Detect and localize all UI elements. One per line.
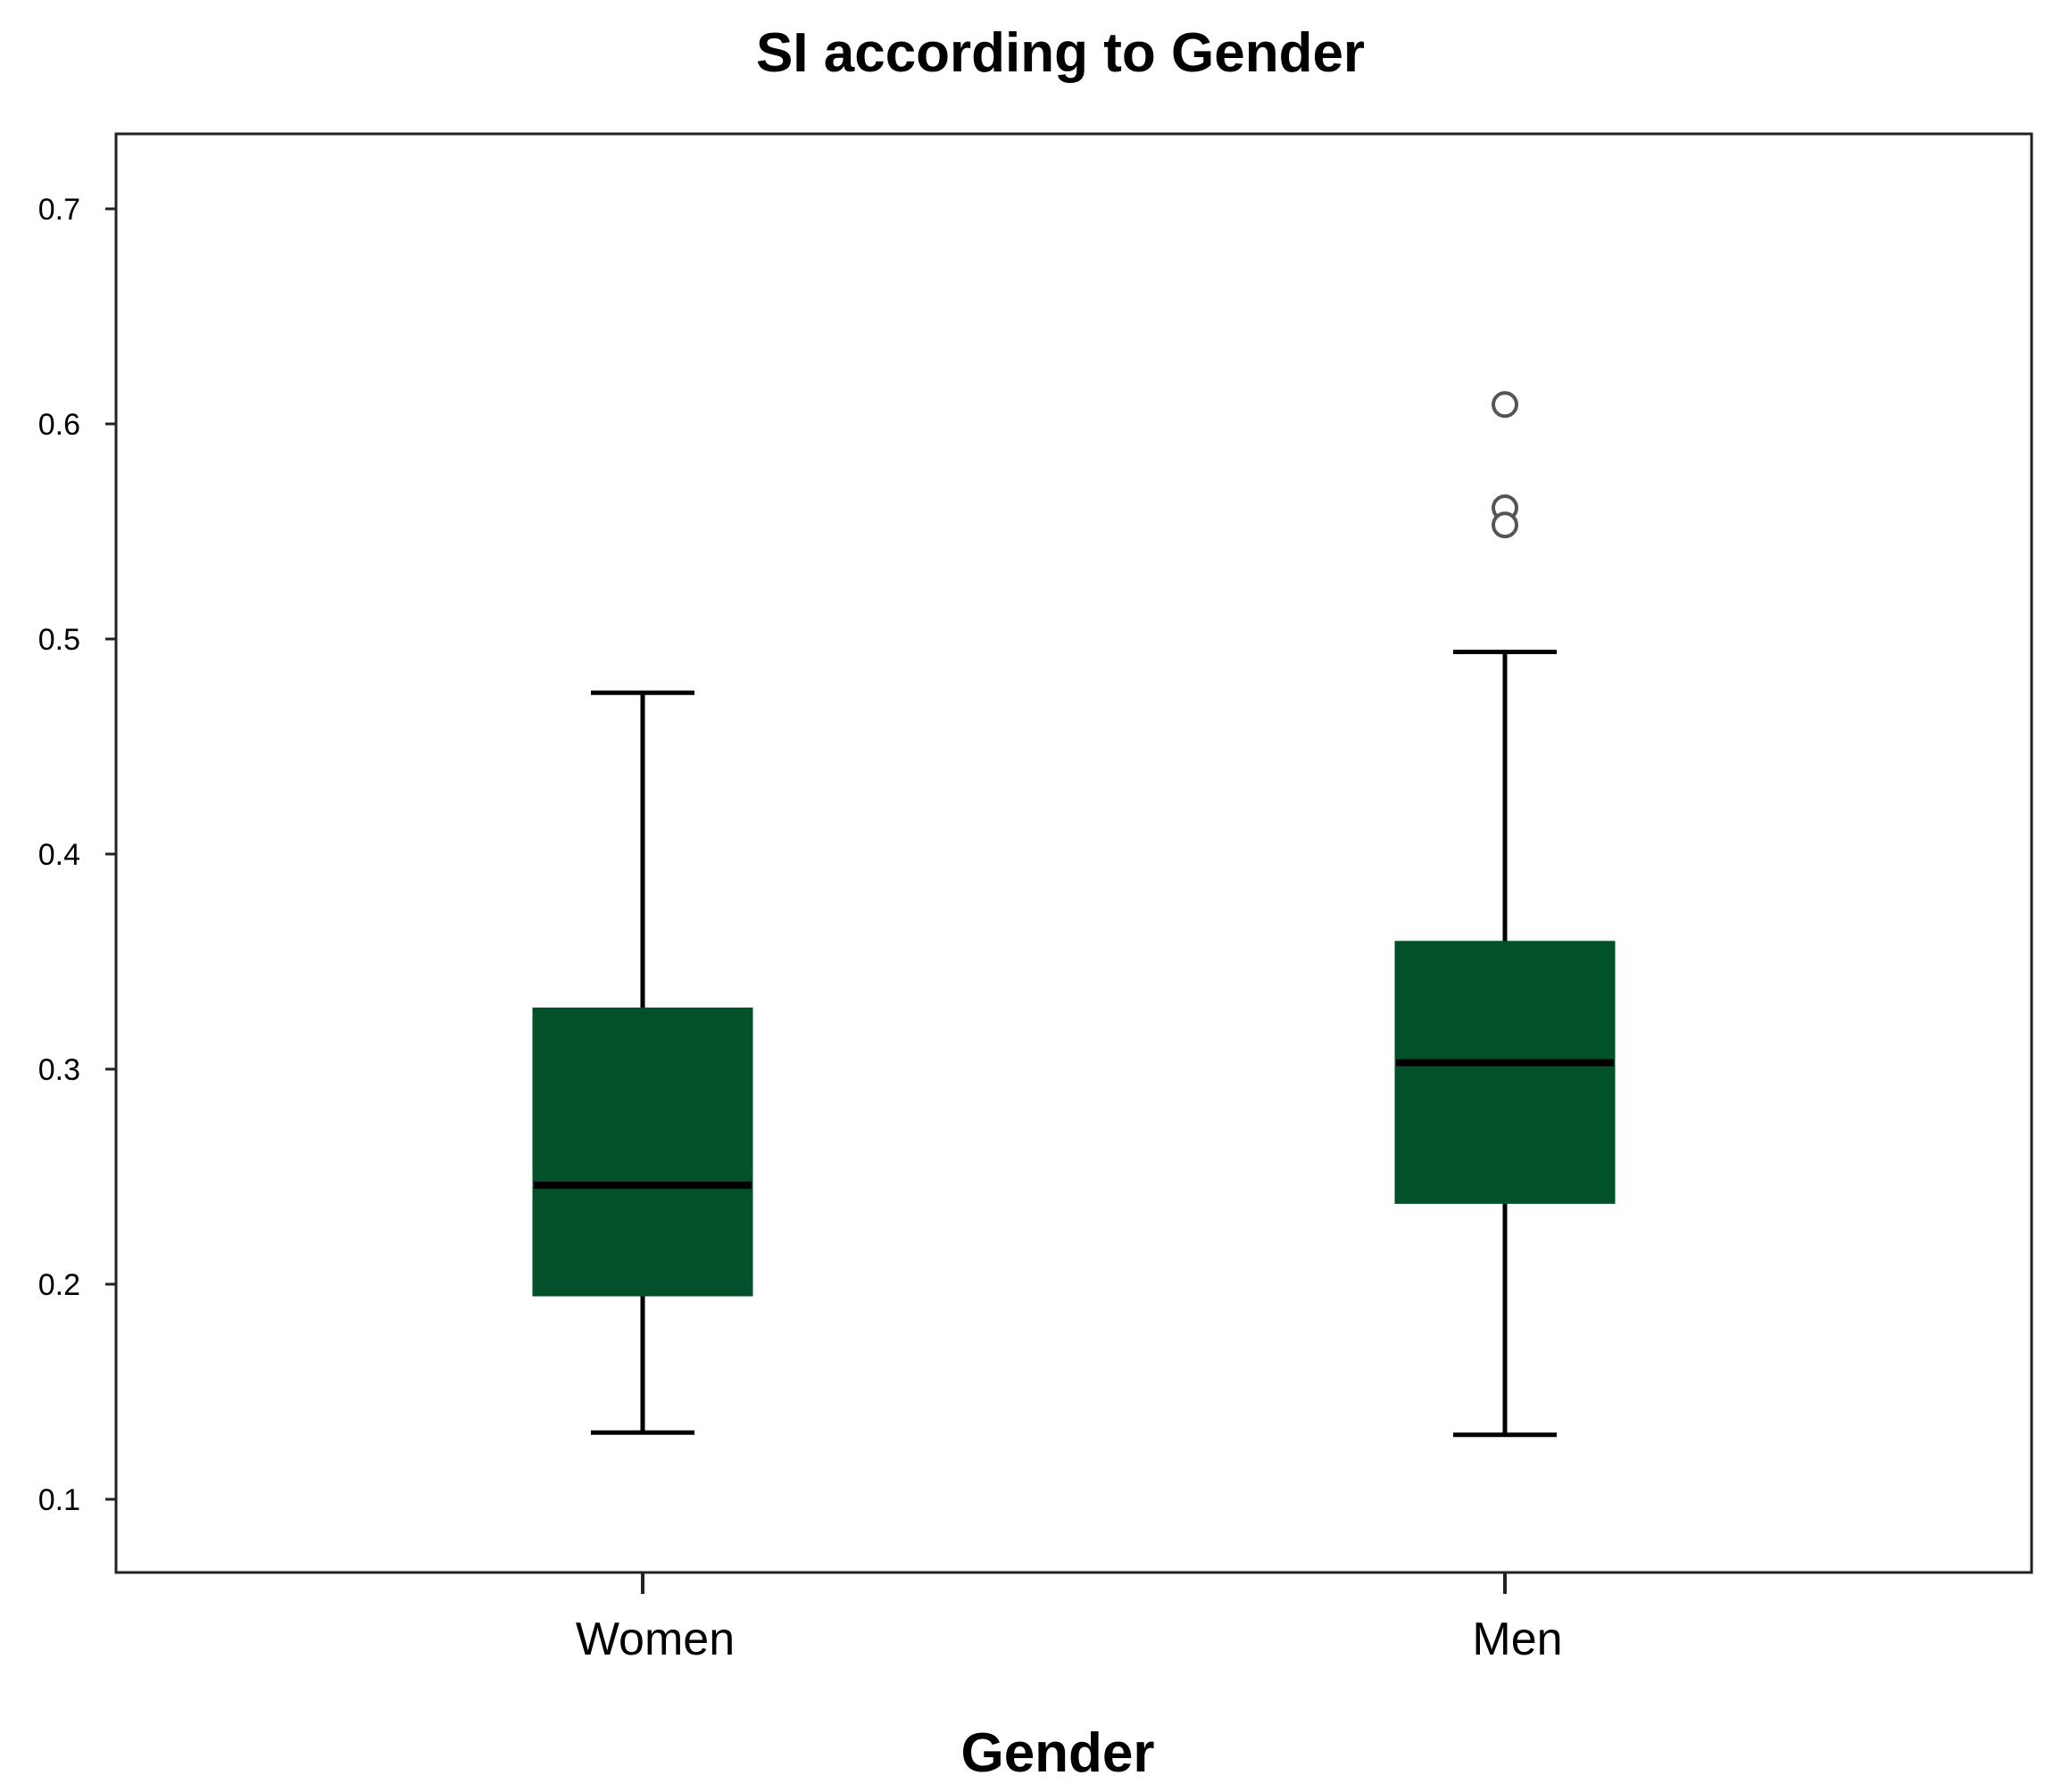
y-axis: 0.1 0.2 0.3 0.4 0.5 0.6 0.7	[38, 193, 116, 1517]
outlier-point	[1492, 511, 1518, 539]
x-category-label: Men	[1472, 1614, 1562, 1665]
y-tick-label: 0.5	[38, 623, 80, 657]
y-tick-label: 0.7	[38, 193, 80, 227]
x-axis: Women Men	[576, 1572, 1563, 1665]
y-tick-label: 0.1	[38, 1483, 80, 1517]
box-women	[532, 690, 753, 1435]
y-tick-label: 0.3	[38, 1053, 80, 1087]
x-category-label: Women	[576, 1614, 735, 1665]
iqr-box	[1394, 941, 1616, 1204]
y-tick-label: 0.6	[38, 408, 80, 442]
y-tick-label: 0.4	[38, 838, 80, 872]
box-men	[1394, 391, 1616, 1438]
x-axis-label: Gender	[960, 1722, 1154, 1784]
plot-frame	[114, 132, 2033, 1574]
y-tick-label: 0.2	[38, 1268, 80, 1302]
outlier-point	[1492, 391, 1518, 419]
chart-title: SI according to Gender	[756, 22, 1365, 84]
iqr-box	[532, 1008, 753, 1297]
box-series	[532, 391, 1616, 1438]
